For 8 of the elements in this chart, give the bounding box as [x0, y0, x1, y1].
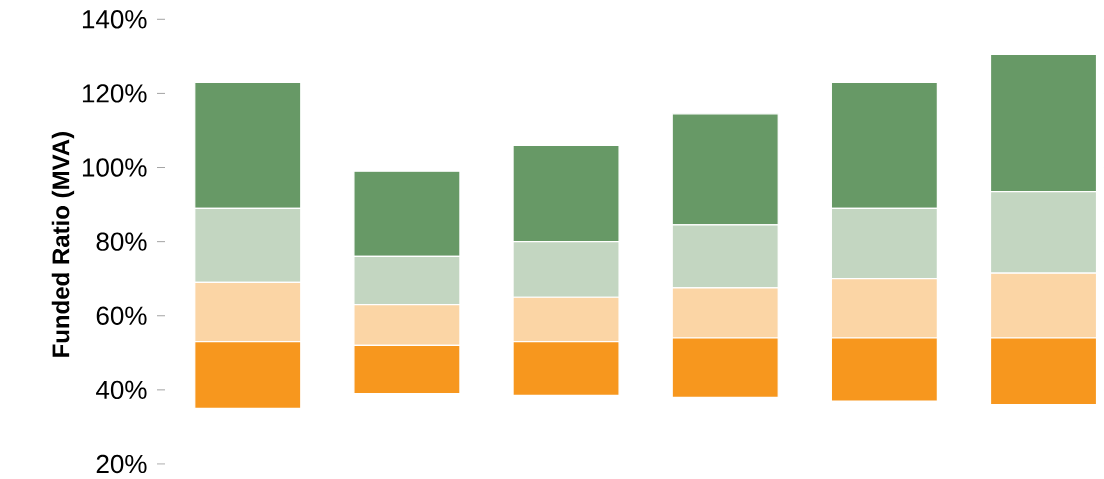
- y-tick-label: 120%: [82, 84, 147, 103]
- y-tick-label: 100%: [82, 158, 147, 177]
- y-tick-label: 140%: [82, 10, 147, 29]
- y-tick-label: 40%: [96, 380, 147, 400]
- y-tick-label: 80%: [96, 232, 147, 251]
- y-axis-title: Funded Ratio (MVA): [51, 132, 75, 357]
- y-tick-label: 60%: [96, 306, 147, 325]
- y-tick-label: 20%: [96, 454, 147, 474]
